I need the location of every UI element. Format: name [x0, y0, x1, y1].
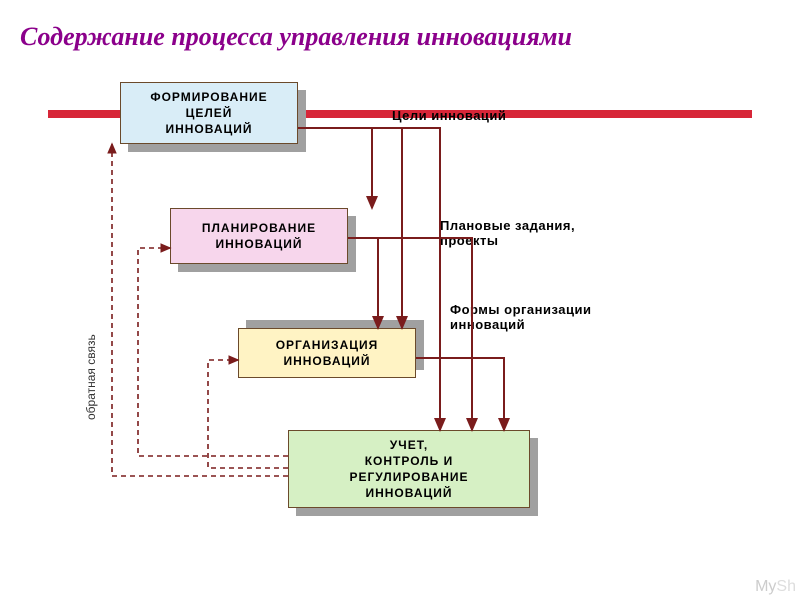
label-forms: Формы организацииинноваций — [450, 302, 592, 332]
feedback-label: обратная связь — [84, 334, 98, 420]
node1-text: ФОРМИРОВАНИЕЦЕЛЕЙИННОВАЦИЙ — [150, 89, 267, 138]
arrow-a1 — [298, 128, 372, 208]
node3-text: ОРГАНИЗАЦИЯИННОВАЦИЙ — [276, 337, 379, 369]
node4-text: УЧЕТ,КОНТРОЛЬ ИРЕГУЛИРОВАНИЕИННОВАЦИЙ — [349, 437, 468, 502]
red-bar-left — [48, 110, 120, 118]
label-goals: Цели инноваций — [392, 108, 506, 123]
node-organization: ОРГАНИЗАЦИЯИННОВАЦИЙ — [238, 328, 416, 378]
red-bar-right — [300, 110, 752, 118]
watermark: MySh — [755, 578, 796, 596]
node-planning: ПЛАНИРОВАНИЕИННОВАЦИЙ — [170, 208, 348, 264]
watermark-sh: Sh — [776, 578, 796, 595]
arrow-a3 — [298, 128, 440, 430]
node2-text: ПЛАНИРОВАНИЕИННОВАЦИЙ — [202, 220, 316, 252]
watermark-my: My — [755, 578, 776, 595]
arrow-a6 — [416, 358, 504, 430]
page-title: Содержание процесса управления инновация… — [20, 22, 572, 52]
label-plans: Плановые задания,проекты — [440, 218, 575, 248]
arrow-d1 — [112, 144, 288, 476]
node-formation: ФОРМИРОВАНИЕЦЕЛЕЙИННОВАЦИЙ — [120, 82, 298, 144]
node-control: УЧЕТ,КОНТРОЛЬ ИРЕГУЛИРОВАНИЕИННОВАЦИЙ — [288, 430, 530, 508]
